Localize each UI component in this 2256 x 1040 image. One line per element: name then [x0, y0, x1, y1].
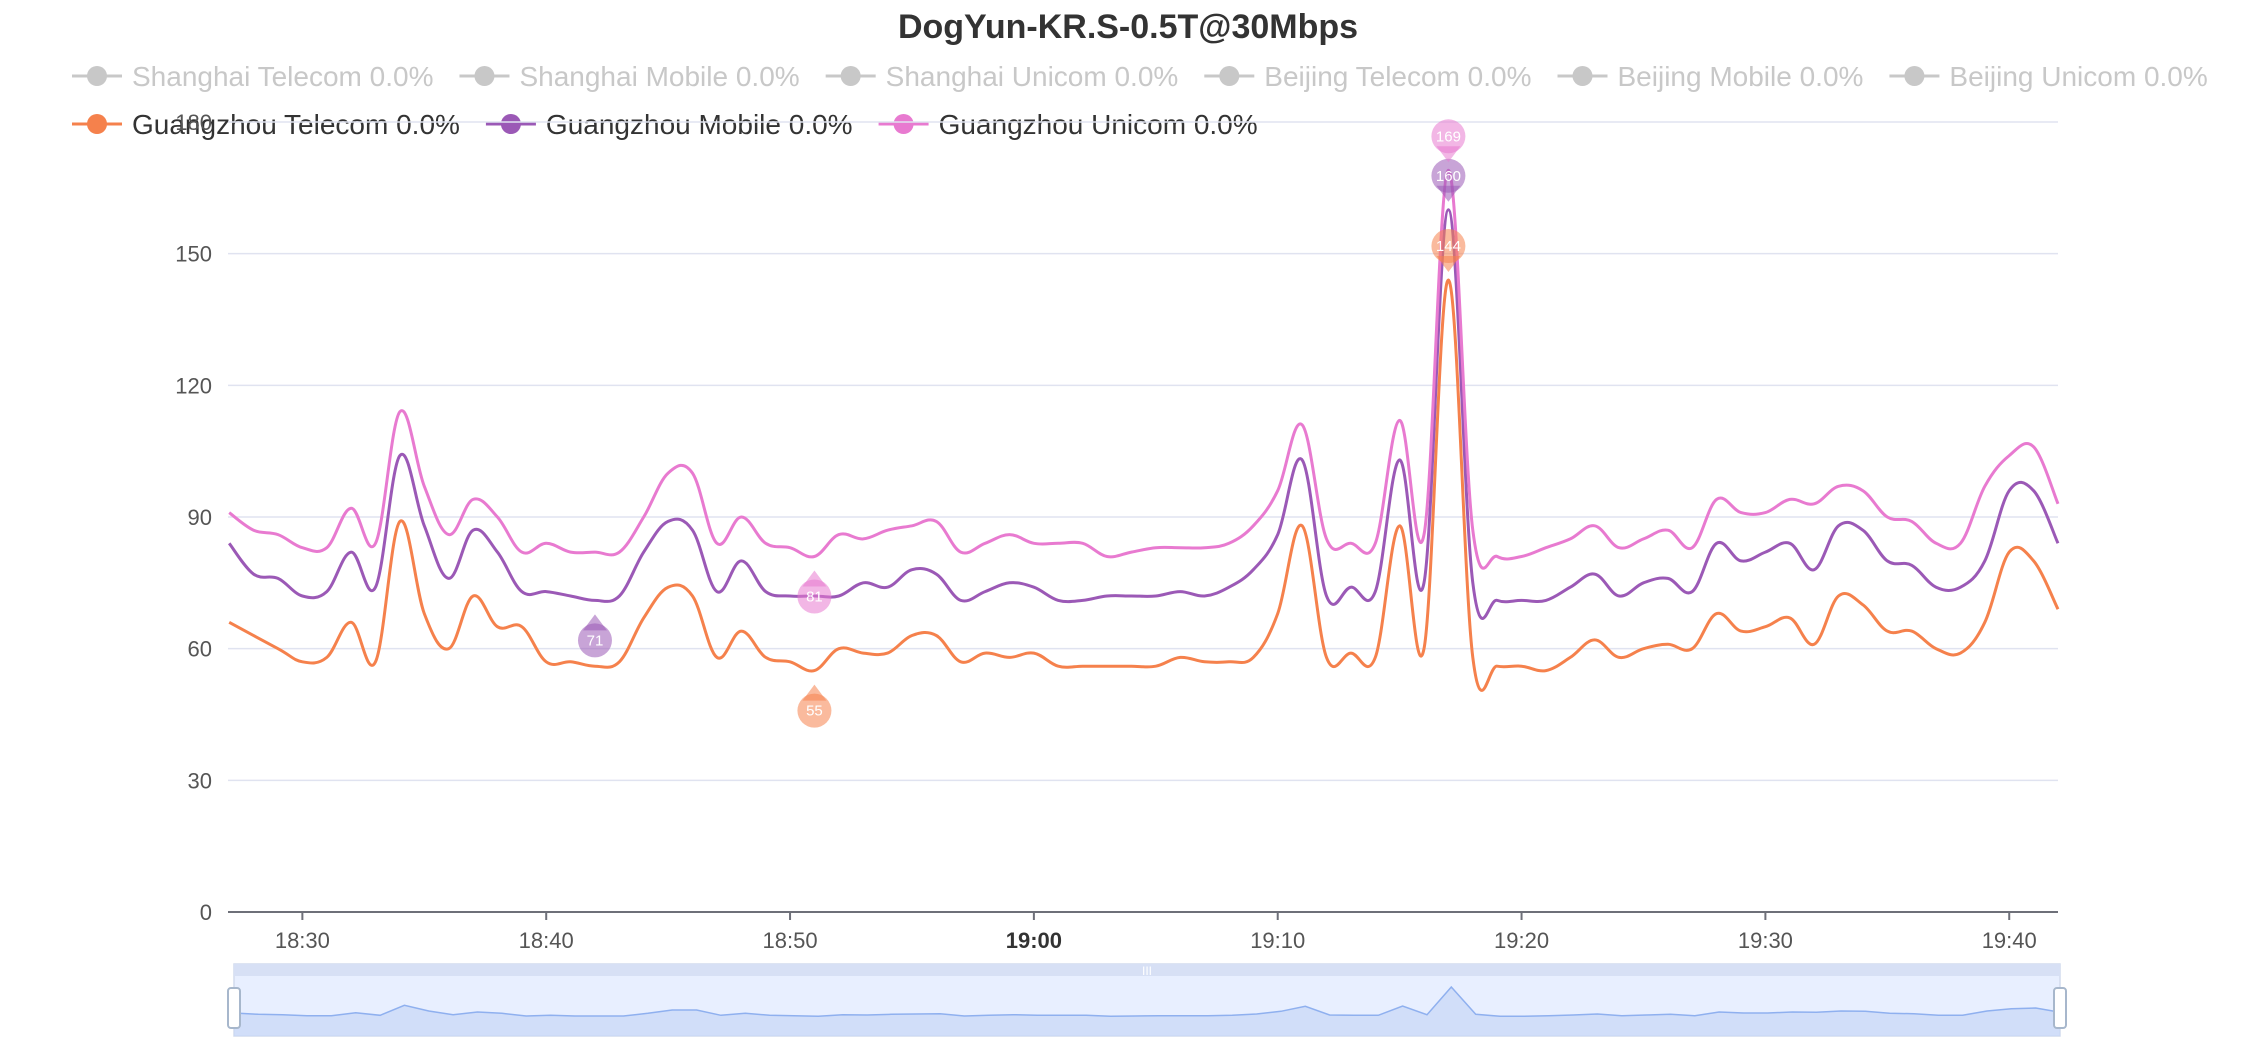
min-marker-3: 81 [797, 570, 832, 614]
marker-value: 169 [1436, 128, 1461, 145]
zoom-end-handle[interactable] [2053, 987, 2067, 1029]
y-axis: 0 30 60 90 120 150 180 [175, 110, 212, 925]
marker-layer: 55 144 71 160 81 169 [577, 119, 1466, 728]
data-zoom-slider[interactable]: III [227, 963, 2067, 1037]
zoom-preview-line [233, 985, 2061, 1018]
legend-label: Guangzhou Unicom 0.0% [939, 109, 1258, 140]
legend-label: Beijing Unicom 0.0% [1949, 61, 2207, 92]
zoom-move-bar[interactable] [234, 964, 2060, 976]
series-line-1 [228, 278, 2060, 692]
chart-title: DogYun-KR.S-0.5T@30Mbps [898, 8, 1358, 46]
legend-item[interactable]: Shanghai Mobile 0.0% [459, 61, 800, 92]
legend-label: Shanghai Telecom 0.0% [132, 61, 433, 92]
min-marker-1: 55 [797, 684, 832, 728]
legend-item[interactable]: Shanghai Unicom 0.0% [825, 61, 1179, 92]
x-tick-label: 19:40 [1982, 928, 2037, 953]
y-tick-label: 90 [188, 505, 212, 530]
x-tick-label: 18:40 [519, 928, 574, 953]
marker-value: 160 [1436, 168, 1461, 185]
zoom-preview-area [234, 987, 2060, 1036]
zoom-grip-icon[interactable]: III [1142, 964, 1152, 978]
legend-dot-icon [1904, 66, 1925, 86]
legend-label: Guangzhou Telecom 0.0% [132, 109, 460, 140]
x-tick-label: 19:00 [1006, 928, 1062, 953]
legend-label: Guangzhou Mobile 0.0% [546, 109, 853, 140]
legend-item[interactable]: Guangzhou Mobile 0.0% [485, 109, 853, 140]
x-tick-label: 18:50 [763, 928, 818, 953]
max-marker-3: 169 [1431, 119, 1466, 163]
x-axis: 18:30 18:40 18:50 19:00 19:10 19:20 19:30 19:40 [228, 911, 2058, 953]
x-tick-label: 19:10 [1250, 928, 1305, 953]
y-tick-label: 0 [200, 900, 212, 925]
legend-dot-icon [87, 114, 107, 134]
marker-value: 144 [1436, 238, 1461, 255]
legend-label: Shanghai Unicom 0.0% [886, 61, 1179, 92]
y-tick-label: 120 [175, 373, 212, 398]
legend-item[interactable]: Beijing Telecom 0.0% [1204, 61, 1532, 92]
legend-label: Shanghai Mobile 0.0% [519, 61, 799, 92]
y-tick-label: 30 [188, 768, 212, 793]
x-tick-label: 19:30 [1738, 928, 1793, 953]
legend-item[interactable]: Beijing Mobile 0.0% [1557, 61, 1864, 92]
max-marker-2: 160 [1431, 158, 1466, 202]
legend-dot-icon [500, 114, 521, 134]
marker-value: 71 [587, 632, 604, 649]
grid [228, 121, 2058, 782]
series-line-2 [228, 208, 2060, 620]
legend-dot-icon [893, 114, 914, 134]
max-marker-1: 144 [1431, 229, 1466, 272]
series-line-3 [228, 168, 2060, 570]
legend-dot-icon [474, 66, 495, 86]
legend: Shanghai Telecom 0.0% Shanghai Mobile 0.0… [72, 61, 2208, 140]
legend-item[interactable]: Shanghai Telecom 0.0% [72, 61, 433, 92]
legend-dot-icon [1219, 66, 1240, 86]
marker-value: 81 [806, 589, 823, 606]
legend-label: Beijing Mobile 0.0% [1618, 61, 1864, 92]
y-tick-label: 150 [175, 242, 212, 267]
series-layer [228, 168, 2060, 692]
legend-label: Beijing Telecom 0.0% [1264, 61, 1531, 92]
marker-value: 55 [806, 703, 823, 720]
zoom-start-handle[interactable] [227, 987, 241, 1029]
legend-dot-icon [1572, 66, 1593, 86]
legend-dot-icon [840, 66, 861, 86]
y-tick-label: 60 [188, 637, 212, 662]
legend-item[interactable]: Beijing Unicom 0.0% [1889, 61, 2208, 92]
min-marker-2: 71 [577, 614, 612, 658]
x-tick-label: 18:30 [275, 928, 330, 953]
legend-item[interactable]: Guangzhou Telecom 0.0% [72, 109, 460, 140]
legend-item[interactable]: Guangzhou Unicom 0.0% [878, 109, 1258, 140]
y-tick-label: 180 [175, 110, 212, 135]
legend-dot-icon [87, 66, 107, 86]
x-tick-label: 19:20 [1494, 928, 1549, 953]
